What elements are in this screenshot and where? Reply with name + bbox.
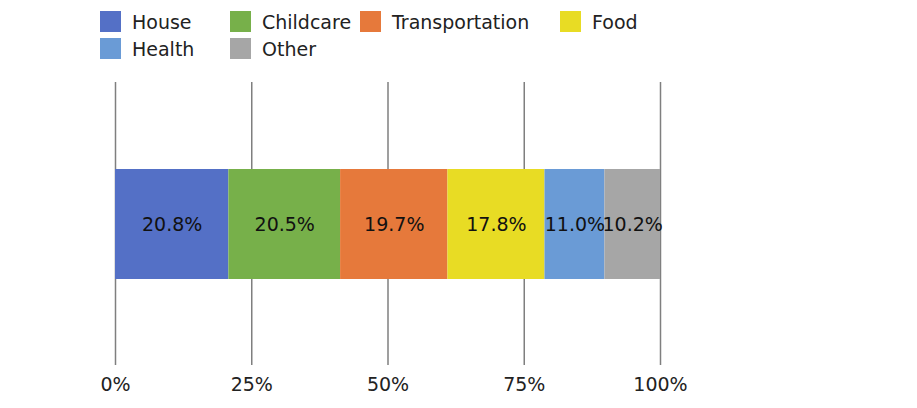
svg-text:50%: 50% <box>367 373 409 395</box>
svg-text:17.8%: 17.8% <box>466 213 526 235</box>
html-text:Transportation: Transportation <box>392 10 530 33</box>
svg-text:20.5%: 20.5% <box>255 213 315 235</box>
html-text:Other: Other <box>262 37 316 60</box>
svg-text:20.8%: 20.8% <box>142 213 202 235</box>
svg-text:19.7%: 19.7% <box>364 213 424 235</box>
html-text:Health: Health <box>132 37 195 60</box>
html-text:Childcare: Childcare <box>262 10 352 33</box>
html-text:House: House <box>132 10 192 33</box>
html-text:Food: Food <box>592 10 638 33</box>
svg-text:0%: 0% <box>100 373 130 395</box>
svg-text:25%: 25% <box>231 373 273 395</box>
svg-text:10.2%: 10.2% <box>603 213 663 235</box>
svg-text:100%: 100% <box>633 373 687 395</box>
svg-text:11.0%: 11.0% <box>545 213 605 235</box>
svg-text:75%: 75% <box>503 373 545 395</box>
